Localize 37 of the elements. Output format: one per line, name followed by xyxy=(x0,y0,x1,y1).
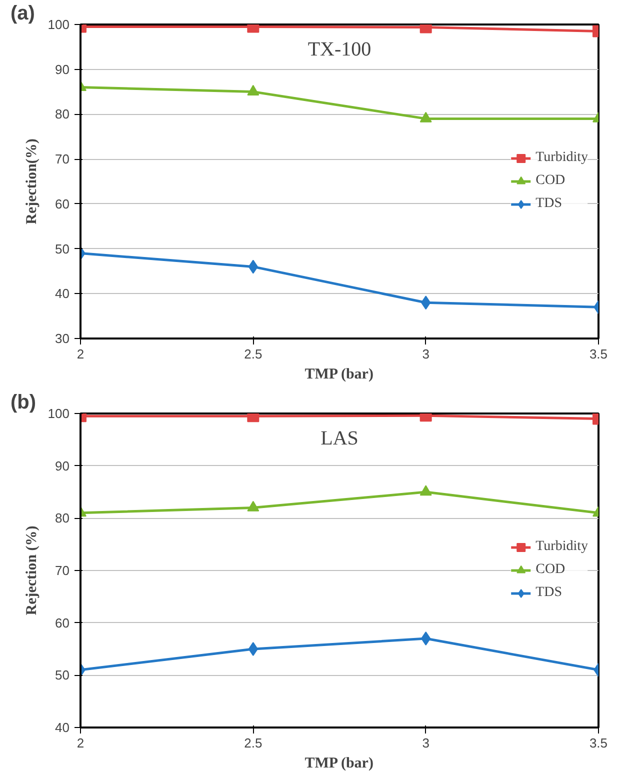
x-tick-label: 3 xyxy=(422,736,430,750)
x-tick-label: 2 xyxy=(76,736,84,750)
x-tick-label: 3 xyxy=(422,346,430,362)
y-tick-label: 50 xyxy=(55,668,70,683)
y-tick-label: 70 xyxy=(55,152,70,167)
x-tick-label: 3.5 xyxy=(589,736,608,750)
x-tick-label: 2 xyxy=(76,346,84,362)
text: (a) xyxy=(10,2,35,24)
y-tick-label: 90 xyxy=(55,458,70,474)
y-tick-label: 40 xyxy=(55,286,70,302)
legend-label: Turbidity xyxy=(536,539,588,555)
y-tick-label: 100 xyxy=(48,406,70,421)
legend-label: TDS xyxy=(536,585,562,601)
x-axis-title: TMP (bar) xyxy=(304,756,374,772)
annotation: LAS xyxy=(320,428,358,450)
legend-label: COD xyxy=(536,562,566,578)
y-tick-label: 60 xyxy=(55,615,70,630)
y-tick-label: 80 xyxy=(55,106,70,122)
x-tick-label: 3.5 xyxy=(589,346,608,362)
y-tick-label: 30 xyxy=(55,331,70,346)
x-tick-label: 2.5 xyxy=(244,736,262,750)
y-tick-label: 60 xyxy=(55,196,70,212)
y-tick-label: 50 xyxy=(55,241,70,256)
legend-label: COD xyxy=(536,173,566,189)
annotation: TX-100 xyxy=(308,38,372,61)
y-tick-label: 40 xyxy=(55,720,70,735)
x-tick-label: 2.5 xyxy=(244,346,262,362)
y-tick-label: 90 xyxy=(55,62,70,77)
y-tick-label: 100 xyxy=(48,17,70,32)
legend-label: Turbidity xyxy=(536,150,588,166)
y-axis-title: Rejection(%) xyxy=(24,138,40,224)
x-axis-title: TMP (bar) xyxy=(304,366,374,382)
text: (b) xyxy=(10,392,36,414)
y-axis-title: Rejection (%) xyxy=(24,526,40,616)
y-tick-label: 80 xyxy=(55,510,70,526)
legend-label: TDS xyxy=(536,196,562,212)
y-tick-label: 70 xyxy=(55,563,70,578)
